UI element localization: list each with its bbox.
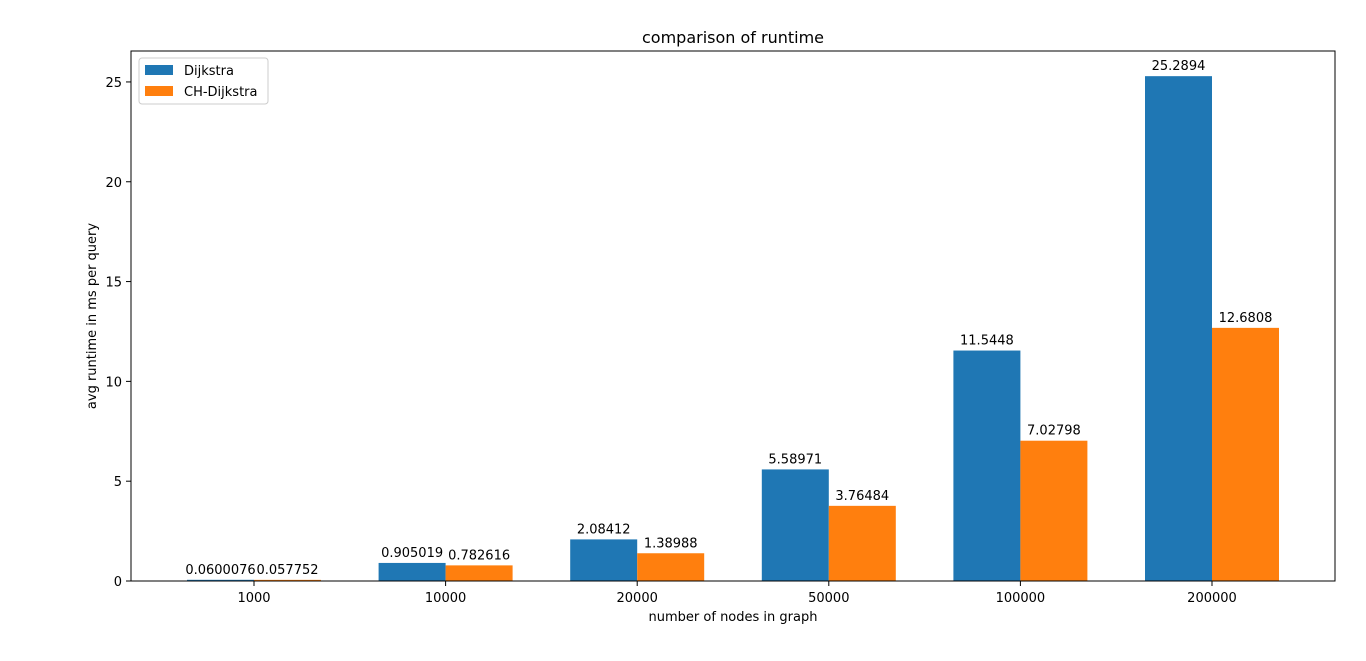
bar-ch-dijkstra-20000	[637, 553, 705, 581]
data-label-ch-dijkstra-20000: 1.38988	[644, 536, 698, 551]
y-tick-label-10: 10	[105, 375, 122, 390]
data-label-ch-dijkstra-10000: 0.782616	[448, 548, 510, 563]
y-tick-label-25: 25	[105, 76, 122, 91]
data-label-ch-dijkstra-50000: 3.76484	[835, 489, 889, 504]
bar-ch-dijkstra-10000	[445, 565, 513, 581]
x-tick-label-10000: 10000	[425, 591, 466, 606]
y-tick-label-5: 5	[114, 475, 122, 490]
legend: Dijkstra CH-Dijkstra	[138, 57, 269, 105]
x-tick-label-1000: 1000	[237, 591, 270, 606]
legend-swatch-ch-dijkstra	[145, 86, 173, 96]
data-label-dijkstra-20000: 2.08412	[577, 522, 631, 537]
bar-dijkstra-10000	[378, 562, 446, 581]
data-label-ch-dijkstra-1000: 0.057752	[256, 563, 318, 578]
x-tick-label-200000: 200000	[1187, 591, 1237, 606]
plot-frame	[130, 50, 1336, 582]
bar-ch-dijkstra-200000	[1212, 327, 1279, 581]
legend-label-ch-dijkstra: CH-Dijkstra	[184, 85, 258, 100]
bar-ch-dijkstra-1000	[254, 579, 321, 581]
data-label-dijkstra-10000: 0.905019	[381, 546, 443, 561]
data-label-dijkstra-200000: 25.2894	[1152, 59, 1206, 74]
legend-label-dijkstra: Dijkstra	[184, 64, 234, 79]
bar-dijkstra-200000	[1145, 76, 1212, 581]
data-label-dijkstra-1000: 0.0600076	[185, 563, 255, 578]
x-tick-label-100000: 100000	[996, 591, 1046, 606]
bar-dijkstra-50000	[761, 469, 829, 581]
x-axis-label: number of nodes in graph	[649, 610, 818, 625]
data-label-dijkstra-50000: 5.58971	[768, 452, 822, 467]
data-label-ch-dijkstra-200000: 12.6808	[1219, 311, 1273, 326]
data-label-ch-dijkstra-100000: 7.02798	[1027, 424, 1081, 439]
bar-dijkstra-100000	[953, 350, 1021, 581]
x-axis: 1000 10000 20000 50000 100000 200000	[237, 581, 1237, 606]
y-tick-label-15: 15	[105, 276, 122, 291]
bar-dijkstra-20000	[570, 539, 638, 581]
legend-swatch-dijkstra	[145, 65, 173, 75]
y-tick-label-0: 0	[114, 575, 122, 590]
x-tick-label-20000: 20000	[617, 591, 658, 606]
y-axis-label: avg runtime in ms per query	[85, 223, 100, 409]
bar-ch-dijkstra-100000	[1020, 440, 1088, 581]
data-label-dijkstra-100000: 11.5448	[960, 334, 1014, 349]
bar-dijkstra-1000	[187, 579, 254, 581]
bars-layer	[187, 76, 1279, 581]
y-tick-label-20: 20	[105, 176, 122, 191]
x-tick-label-50000: 50000	[808, 591, 849, 606]
data-labels-layer: 0.0600076 0.057752 0.905019 0.782616 2.08412…	[185, 59, 1272, 578]
bar-ch-dijkstra-50000	[828, 505, 896, 581]
y-axis: 0 5 10 15 20 25	[105, 76, 131, 590]
chart-title: comparison of runtime	[642, 28, 824, 47]
